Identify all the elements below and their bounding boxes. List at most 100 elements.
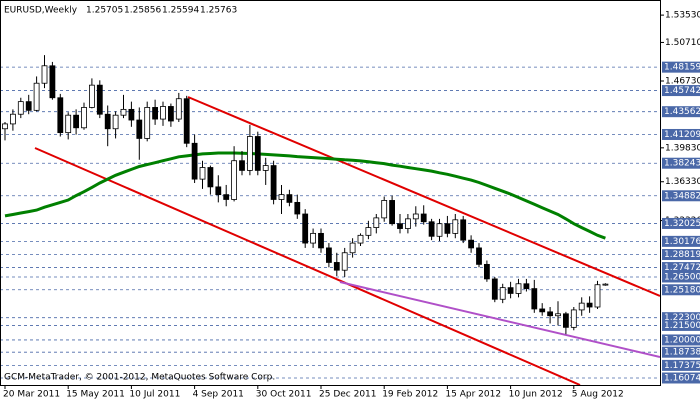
x-tick-label: 25 Dec 2011	[319, 390, 377, 400]
x-tick-label: 10 Jul 2011	[129, 390, 180, 400]
trend-line	[339, 281, 660, 358]
candle-body	[397, 223, 403, 229]
level-label: 1.17375	[664, 361, 700, 371]
candle-body	[2, 123, 8, 130]
candle-body	[594, 284, 601, 308]
candle-body	[33, 82, 40, 111]
y-tick-label: 1.46730	[665, 76, 700, 86]
candle-body	[207, 167, 214, 188]
y-tick-label: 1.36330	[665, 177, 700, 187]
candle-body	[389, 200, 396, 225]
level-label: 1.48159	[664, 63, 700, 73]
ohlc-open: 1.25705	[86, 6, 123, 16]
level-label-box	[662, 346, 700, 358]
level-label: 1.20000	[664, 335, 700, 345]
candle-body	[302, 213, 309, 244]
candle-body	[563, 313, 569, 328]
candle-body	[239, 160, 245, 171]
candle-body	[483, 263, 490, 280]
candle-body	[357, 234, 364, 244]
y-tick-label: 1.50710	[665, 38, 700, 48]
ohlc-low: 1.25594	[162, 6, 199, 16]
level-label: 1.41209	[664, 130, 700, 140]
candle-body	[499, 287, 506, 300]
candle-body	[262, 165, 269, 171]
candle-body	[586, 302, 593, 308]
candle-body	[325, 247, 332, 263]
ohlc-close: 1.25763	[200, 6, 237, 16]
candle-body	[318, 232, 324, 249]
level-label: 1.27472	[664, 263, 700, 273]
candle-body	[9, 113, 16, 125]
candle-body	[73, 114, 79, 129]
level-label-box	[662, 61, 700, 73]
candle-body	[254, 136, 261, 171]
level-label: 1.18738	[664, 348, 700, 358]
candle-body	[420, 213, 427, 223]
level-label: 1.26500	[664, 272, 700, 282]
level-label-box	[662, 372, 700, 384]
candle-body	[96, 84, 103, 115]
candle-body	[523, 283, 530, 290]
candle-body	[167, 106, 174, 122]
candle-body	[152, 107, 159, 120]
x-tick-label: 5 Aug 2012	[572, 390, 624, 400]
candle-body	[286, 194, 293, 203]
level-label-box	[662, 157, 700, 169]
candle-body	[412, 213, 419, 220]
level-label-box	[662, 319, 700, 331]
candle-body	[17, 101, 24, 115]
candle-body	[333, 262, 340, 271]
candle-body	[578, 302, 585, 311]
candle-body	[25, 101, 32, 111]
candle-body	[89, 84, 95, 108]
moving-average	[4, 151, 606, 240]
candle-body	[128, 108, 135, 121]
level-label-box	[662, 312, 700, 324]
x-tick-label: 30 Oct 2011	[256, 390, 312, 400]
channel-lower	[34, 147, 581, 385]
candle-body	[270, 165, 277, 200]
level-label: 1.28819	[664, 250, 700, 260]
level-label: 1.43562	[664, 107, 700, 117]
level-label: 1.25180	[664, 285, 700, 295]
candle-body	[223, 194, 230, 200]
candle-body	[349, 242, 356, 254]
x-tick-label: 20 Mar 2011	[3, 390, 60, 400]
candle-body	[515, 283, 522, 294]
candle-body	[81, 107, 87, 129]
candle-body	[570, 309, 577, 328]
chart-title: EURUSD,Weekly	[4, 6, 78, 16]
x-tick-label: 15 Apr 2012	[445, 390, 501, 400]
candle-body	[120, 108, 127, 116]
candle-body	[491, 278, 498, 300]
candle-body	[404, 218, 411, 229]
candle-body	[294, 201, 301, 215]
level-label-box	[662, 249, 700, 261]
candle-body	[602, 283, 609, 286]
candle-body	[444, 223, 451, 234]
candle-body	[199, 167, 206, 180]
candle-body	[531, 288, 538, 310]
level-label-box	[662, 262, 700, 274]
candle-body	[49, 65, 56, 99]
x-tick-label: 4 Sep 2011	[193, 390, 244, 400]
candle-body	[460, 219, 467, 241]
level-label-box	[662, 217, 700, 229]
candle-body	[160, 106, 166, 120]
candle-body	[246, 136, 253, 171]
candle-body	[547, 311, 553, 317]
candle-body	[41, 65, 48, 84]
level-label-box	[662, 334, 700, 346]
level-label-box	[662, 85, 700, 97]
level-label-box	[662, 284, 700, 296]
level-label-box	[662, 190, 700, 202]
level-label: 1.30176	[664, 237, 700, 247]
candle-body	[215, 186, 222, 196]
candle-body	[104, 113, 111, 130]
level-label: 1.34882	[664, 191, 700, 201]
candle-body	[341, 252, 348, 271]
level-label-box	[662, 128, 700, 140]
candle-body	[191, 142, 198, 180]
candle-body	[175, 98, 182, 120]
